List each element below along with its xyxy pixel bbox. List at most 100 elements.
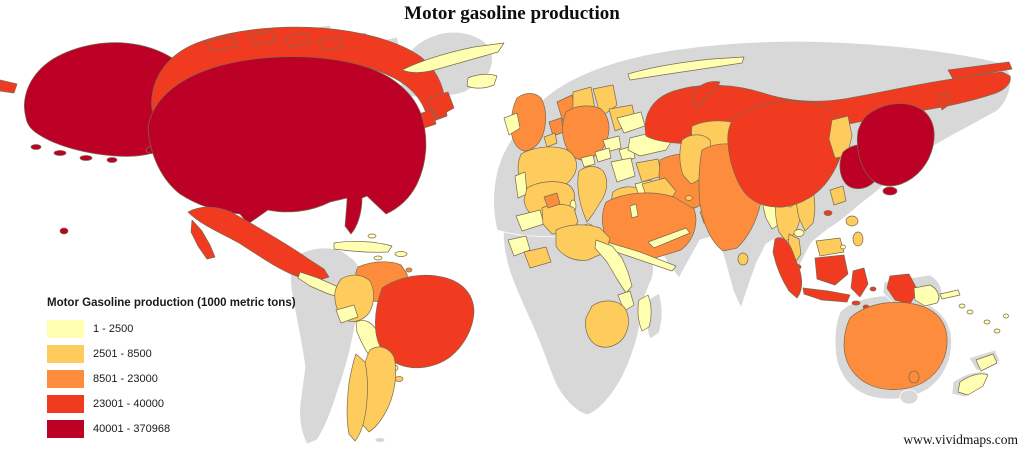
legend-row-2: 2501 - 8500 xyxy=(47,345,296,363)
region-indonesia-sumatra xyxy=(772,237,803,299)
region-nigeria xyxy=(523,246,552,269)
region-switzerland xyxy=(580,154,596,168)
region-australia xyxy=(843,301,948,390)
region-russia-east-wing xyxy=(947,61,1013,80)
region-new-caledonia xyxy=(993,328,1001,334)
base-tasmania xyxy=(899,389,919,405)
region-indonesia-maluku xyxy=(869,286,877,292)
legend-swatch-color-4 xyxy=(47,395,84,413)
legend-swatch-2 xyxy=(47,345,84,363)
region-trinidad xyxy=(405,267,413,273)
region-ireland xyxy=(503,112,521,136)
region-uruguay xyxy=(394,376,404,382)
legend-row-5: 40001 - 370968 xyxy=(47,420,296,438)
region-solomon-2 xyxy=(966,309,974,315)
legend-swatch-4 xyxy=(47,395,84,413)
region-madagascar xyxy=(637,294,652,332)
region-japan-kyushu xyxy=(882,186,898,196)
legend-label-2: 2501 - 8500 xyxy=(93,348,152,360)
region-papua-new-guinea xyxy=(913,284,940,307)
region-cuba xyxy=(333,240,393,253)
region-tasmania xyxy=(908,370,920,384)
region-jamaica xyxy=(373,255,383,261)
region-west-africa xyxy=(507,235,531,257)
region-philippines-south xyxy=(852,231,864,247)
watermark: www.vividmaps.com xyxy=(903,432,1018,447)
region-vanuatu xyxy=(1003,313,1009,319)
region-kuwait xyxy=(685,195,693,201)
region-russia-hook xyxy=(691,81,721,109)
region-indonesia-java xyxy=(802,287,851,303)
region-canada-archipelago-4 xyxy=(317,36,344,52)
region-bahamas xyxy=(367,233,377,239)
region-east-africa-chain xyxy=(594,239,633,294)
legend-swatch-5 xyxy=(47,420,84,438)
region-indonesia-kalimantan xyxy=(814,254,849,286)
region-aleutian-4 xyxy=(106,157,118,163)
base-falkland xyxy=(374,437,386,443)
region-red-sea-sliver-2 xyxy=(647,227,691,249)
legend-swatch-color-2 xyxy=(47,345,84,363)
region-fiji xyxy=(983,319,991,325)
region-chile xyxy=(346,353,368,442)
region-png-tail xyxy=(939,289,961,300)
legend-row-4: 23001 - 40000 xyxy=(47,395,296,413)
region-united-states xyxy=(147,56,427,235)
region-russia-west-wrap xyxy=(0,79,18,94)
region-sri-lanka xyxy=(737,252,749,266)
legend: Motor Gasoline production (1000 metric t… xyxy=(47,297,296,445)
region-hispaniola xyxy=(394,251,408,257)
region-new-zealand-south xyxy=(957,373,989,396)
region-new-zealand-north xyxy=(975,353,998,372)
region-canada-archipelago-2 xyxy=(247,30,277,46)
legend-swatch-3 xyxy=(47,370,84,388)
legend-swatch-1 xyxy=(47,320,84,338)
region-baja-california xyxy=(190,219,216,260)
region-ecuador xyxy=(335,304,359,324)
region-austria xyxy=(594,147,612,163)
legend-swatch-color-5 xyxy=(47,420,84,438)
region-belgium xyxy=(543,132,558,148)
region-greenland-sliver xyxy=(401,42,505,73)
region-czechia xyxy=(602,135,622,153)
region-canada-archipelago-1 xyxy=(204,35,239,52)
region-china xyxy=(727,100,845,208)
region-hong-kong xyxy=(823,210,833,216)
region-japan xyxy=(856,103,935,187)
region-italy xyxy=(577,166,608,223)
region-balkans xyxy=(610,157,636,183)
region-israel xyxy=(629,203,639,219)
regions-layer xyxy=(0,26,1013,442)
region-solomon-1 xyxy=(958,303,966,309)
legend-title: Motor Gasoline production (1000 metric t… xyxy=(47,297,296,309)
region-mexico xyxy=(187,206,330,282)
legend-label-5: 40001 - 370968 xyxy=(93,423,171,435)
region-canada-archipelago-3 xyxy=(284,32,311,48)
region-canada-newfoundland xyxy=(427,91,455,119)
region-brazil xyxy=(375,274,475,369)
legend-row-1: 1 - 2500 xyxy=(47,320,296,338)
region-brunei xyxy=(840,244,846,250)
region-malaysia-borneo xyxy=(815,237,845,257)
region-south-africa xyxy=(585,300,629,348)
legend-row-3: 8501 - 23000 xyxy=(47,370,296,388)
region-saudi-arabia xyxy=(602,192,697,259)
region-aleutian-3 xyxy=(79,155,93,161)
region-taiwan xyxy=(829,185,847,206)
region-aleutian-2 xyxy=(53,150,67,156)
region-sakhalin xyxy=(937,91,951,111)
legend-label-4: 23001 - 40000 xyxy=(93,398,164,410)
region-hawaii xyxy=(59,227,69,235)
region-tunisia xyxy=(543,192,561,209)
legend-swatch-color-3 xyxy=(47,370,84,388)
region-indonesia-sulawesi xyxy=(850,267,869,298)
legend-label-1: 1 - 2500 xyxy=(93,323,134,335)
region-cambodia xyxy=(793,229,805,237)
region-aleutian-1 xyxy=(30,144,42,150)
region-iceland xyxy=(466,73,498,89)
region-svalbard-sliver xyxy=(627,56,745,81)
page-title: Motor gasoline production xyxy=(404,3,620,24)
region-indonesia-bali xyxy=(851,300,861,306)
